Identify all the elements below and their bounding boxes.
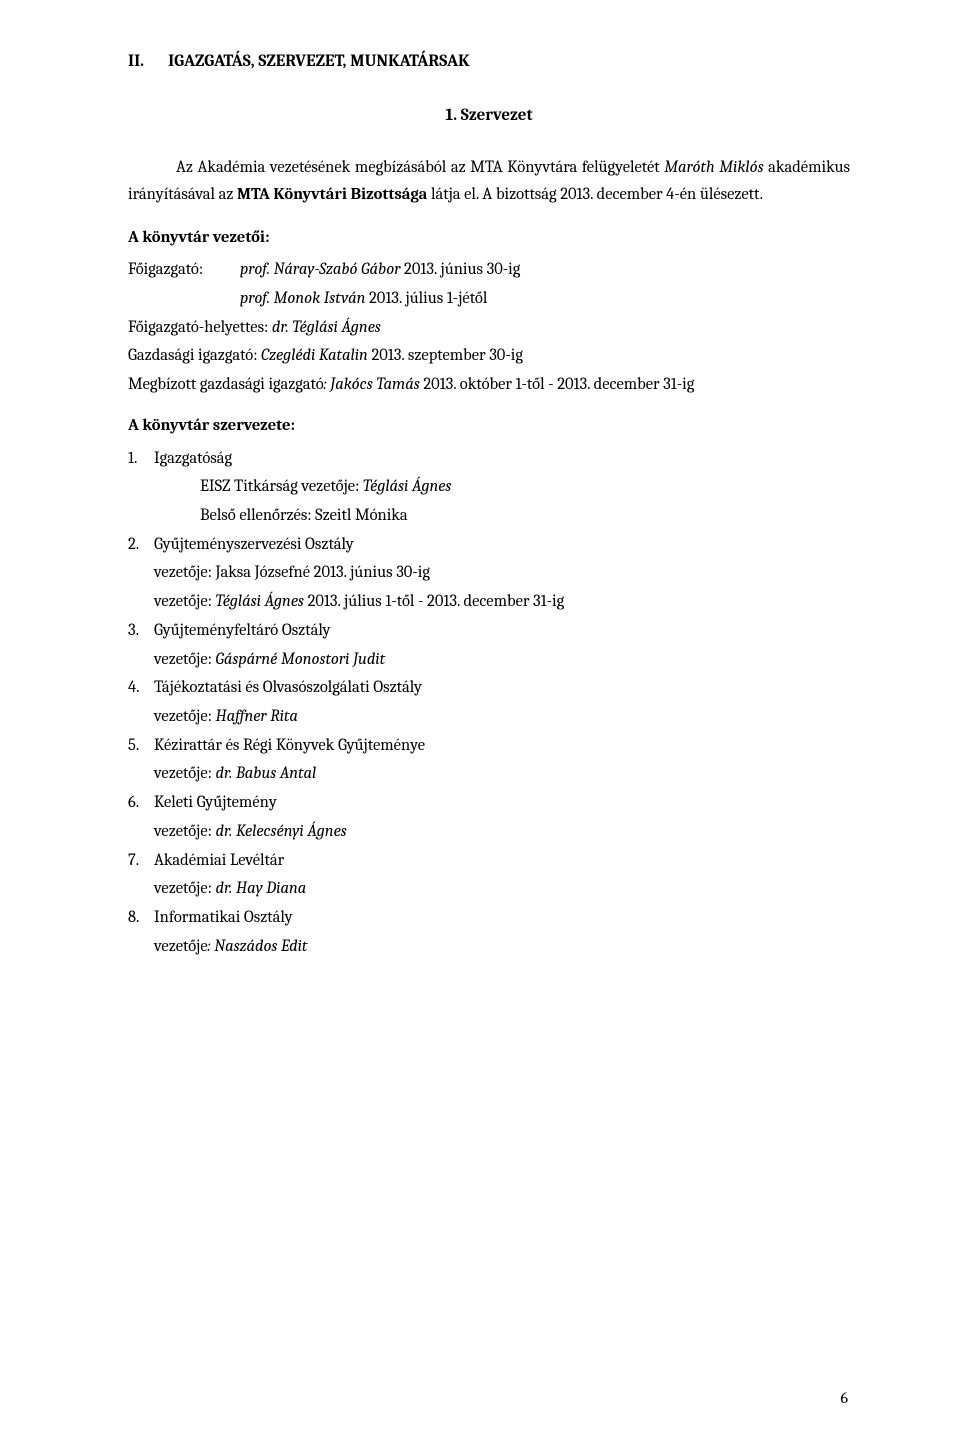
- item-number: 6.: [128, 790, 154, 817]
- leader-post: 2013. szeptember 30-ig: [368, 346, 523, 365]
- item-number: 4.: [128, 675, 154, 702]
- item-number: 8.: [128, 905, 154, 932]
- item-subline: vezetője: dr. Kelecsényi Ágnes: [128, 819, 850, 846]
- leader-line-4: Gazdasági igazgató: Czeglédi Katalin 201…: [128, 343, 850, 370]
- leader-name: Czeglédi Katalin: [261, 346, 368, 365]
- subline-italic: dr. Kelecsényi Ágnes: [215, 822, 346, 841]
- item-subline: vezetője: Naszádos Edit: [128, 934, 850, 961]
- subline-pre: vezetője:: [154, 764, 215, 783]
- leader-post: 2013. október 1-től - 2013. december 31-…: [420, 375, 695, 394]
- leader-name: prof. Náray-Szabó Gábor: [240, 260, 400, 279]
- leader-post: 2013. július 1-jétől: [365, 289, 487, 308]
- item-subline: vezetője: Jaksa Józsefné 2013. június 30…: [128, 560, 850, 587]
- intro-mid2: látja el. A bizottság 2013. december 4-é…: [427, 185, 763, 204]
- subline-italic: dr. Babus Antal: [215, 764, 316, 783]
- item-subline: Belső ellenőrzés: Szeitl Mónika: [128, 503, 850, 530]
- item-title: Keleti Gyűjtemény: [154, 793, 277, 812]
- item-subline: vezetője: Téglási Ágnes 2013. július 1-t…: [128, 589, 850, 616]
- subline-pre: vezetője:: [154, 592, 215, 611]
- leader-label: Főigazgató:: [128, 257, 240, 284]
- org-item: 1.Igazgatóság: [128, 446, 850, 473]
- leader-label: Gazdasági igazgató:: [128, 346, 261, 365]
- subline-italic: dr. Hay Diana: [215, 879, 306, 898]
- subline-pre: vezetője: Jaksa Józsefné 2013. június 30…: [154, 563, 430, 582]
- leader-name: dr. Téglási Ágnes: [272, 318, 381, 337]
- leader-name: : Jakócs Tamás: [324, 375, 420, 394]
- leaders-heading: A könyvtár vezetői:: [128, 225, 850, 252]
- item-title: Tájékoztatási és Olvasószolgálati Osztál…: [154, 678, 422, 697]
- item-title: Kézirattár és Régi Könyvek Gyűjteménye: [154, 736, 425, 755]
- item-title: Gyűjteményszervezési Osztály: [154, 535, 354, 554]
- item-number: 2.: [128, 532, 154, 559]
- leader-label: Főigazgató-helyettes:: [128, 318, 272, 337]
- org-item: 6.Keleti Gyűjtemény: [128, 790, 850, 817]
- intro-paragraph: Az Akadémia vezetésének megbízásából az …: [128, 155, 850, 208]
- leaders-block: A könyvtár vezetői: Főigazgató:prof. Nár…: [128, 225, 850, 399]
- org-item: 4.Tájékoztatási és Olvasószolgálati Oszt…: [128, 675, 850, 702]
- subline-post: 2013. július 1-től - 2013. december 31-i…: [304, 592, 564, 611]
- subsection-title: 1. Szervezet: [128, 102, 850, 130]
- org-item: 5.Kézirattár és Régi Könyvek Gyűjteménye: [128, 733, 850, 760]
- section-heading: II. IGAZGATÁS, SZERVEZET, MUNKATÁRSAK: [128, 48, 850, 76]
- intro-name2: MTA Könyvtári Bizottsága: [237, 185, 427, 204]
- item-title: Akadémiai Levéltár: [154, 851, 284, 870]
- leader-line-1: Főigazgató:prof. Náray-Szabó Gábor 2013.…: [128, 257, 850, 284]
- subline-pre: vezetője:: [154, 879, 215, 898]
- item-number: 5.: [128, 733, 154, 760]
- subline-pre: vezetője:: [154, 822, 215, 841]
- item-number: 7.: [128, 848, 154, 875]
- item-subline: vezetője: dr. Hay Diana: [128, 876, 850, 903]
- item-title: Gyűjteményfeltáró Osztály: [154, 621, 330, 640]
- leader-line-2: prof. Monok István 2013. július 1-jétől: [128, 286, 850, 313]
- org-item: 7.Akadémiai Levéltár: [128, 848, 850, 875]
- org-item: 2.Gyűjteményszervezési Osztály: [128, 532, 850, 559]
- intro-name1: Maróth Miklós: [664, 158, 763, 177]
- item-subline: vezetője: Gáspárné Monostori Judit: [128, 647, 850, 674]
- leader-line-3: Főigazgató-helyettes: dr. Téglási Ágnes: [128, 315, 850, 342]
- subline-italic: Téglási Ágnes: [215, 592, 303, 611]
- item-subline: vezetője: dr. Babus Antal: [128, 761, 850, 788]
- subline-pre: vezetője:: [154, 650, 215, 669]
- leader-post: 2013. június 30-ig: [400, 260, 520, 279]
- org-heading: A könyvtár szervezete:: [128, 413, 850, 440]
- leader-name: prof. Monok István: [240, 289, 365, 308]
- section-title: IGAZGATÁS, SZERVEZET, MUNKATÁRSAK: [168, 52, 470, 71]
- subline-italic: Haffner Rita: [215, 707, 297, 726]
- subline-italic: : Naszádos Edit: [208, 937, 308, 956]
- page-number: 6: [840, 1386, 848, 1412]
- intro-pre: Az Akadémia vezetésének megbízásából az …: [176, 158, 664, 177]
- org-list: 1.IgazgatóságEISZ Titkárság vezetője: Té…: [128, 446, 850, 961]
- subline-pre: vezetője:: [154, 707, 215, 726]
- leader-line-5: Megbízott gazdasági igazgató: Jakócs Tam…: [128, 372, 850, 399]
- subline-italic: Téglási Ágnes: [363, 477, 451, 496]
- org-item: 8.Informatikai Osztály: [128, 905, 850, 932]
- item-title: Informatikai Osztály: [154, 908, 293, 927]
- subline-pre: EISZ Titkárság vezetője:: [200, 477, 363, 496]
- item-title: Igazgatóság: [154, 449, 232, 468]
- item-number: 3.: [128, 618, 154, 645]
- leader-label: Megbízott gazdasági igazgató: [128, 375, 324, 394]
- section-roman: II.: [128, 52, 144, 71]
- subline-pre: vezetője: [154, 937, 208, 956]
- subline-italic: Gáspárné Monostori Judit: [215, 650, 385, 669]
- item-number: 1.: [128, 446, 154, 473]
- subline-pre: Belső ellenőrzés: Szeitl Mónika: [200, 506, 408, 525]
- item-subline: vezetője: Haffner Rita: [128, 704, 850, 731]
- item-subline: EISZ Titkárság vezetője: Téglási Ágnes: [128, 474, 850, 501]
- org-item: 3.Gyűjteményfeltáró Osztály: [128, 618, 850, 645]
